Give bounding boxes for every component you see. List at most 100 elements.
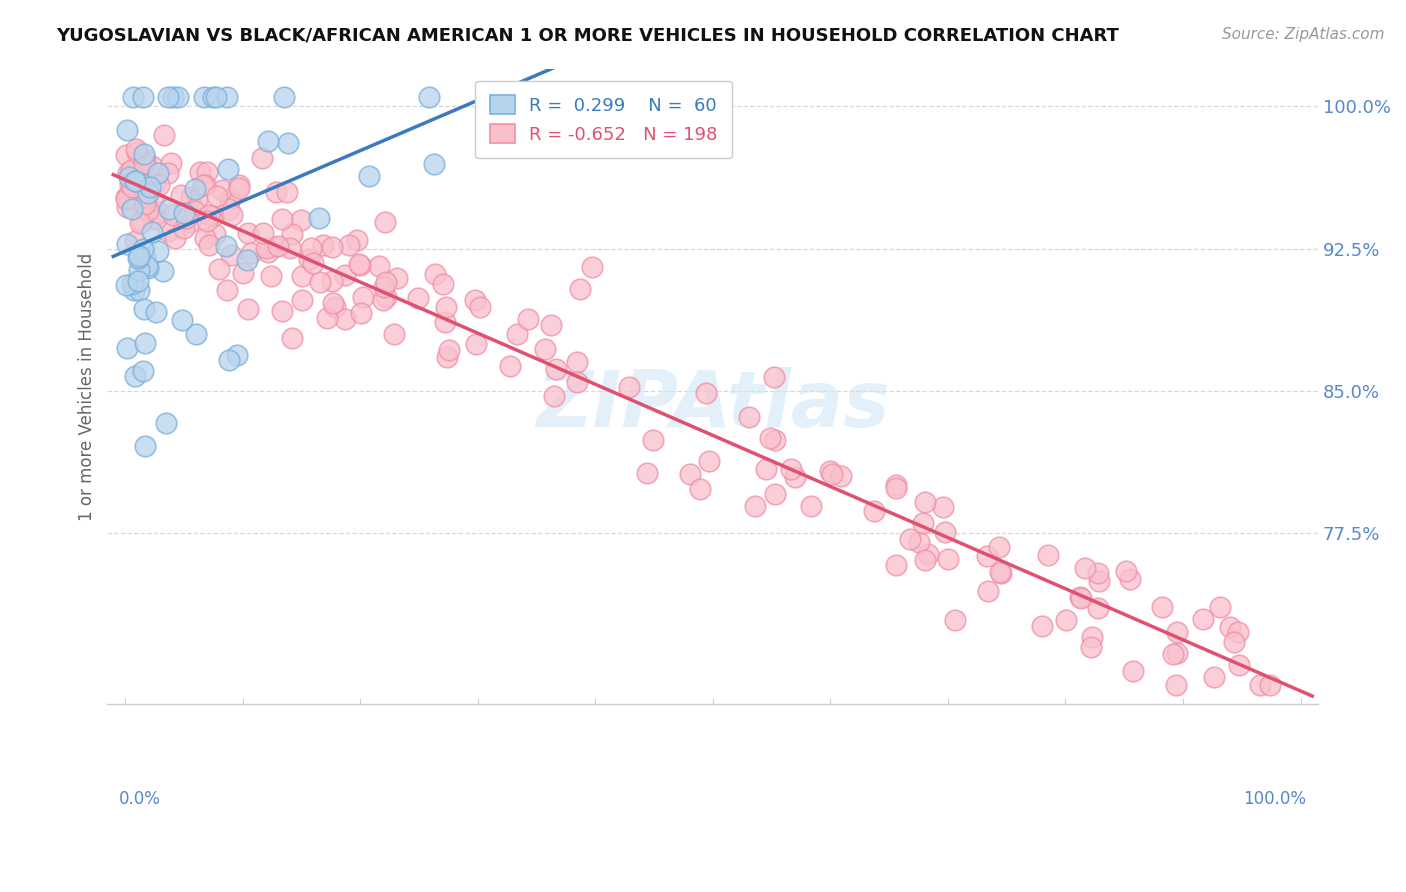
- Point: [418, 90, 440, 104]
- Point: [157, 165, 180, 179]
- Point: [202, 90, 225, 104]
- Point: [1036, 548, 1059, 562]
- Point: [139, 207, 162, 221]
- Point: [914, 553, 936, 567]
- Point: [1054, 613, 1077, 627]
- Point: [256, 134, 278, 148]
- Legend: R =  0.299    N =  60, R = -0.652   N = 198: R = 0.299 N = 60, R = -0.652 N = 198: [475, 81, 733, 158]
- Point: [406, 291, 429, 305]
- Point: [375, 290, 398, 304]
- Point: [260, 268, 283, 283]
- Point: [321, 274, 343, 288]
- Point: [1080, 640, 1102, 654]
- Point: [118, 189, 141, 203]
- Point: [738, 409, 761, 424]
- Point: [990, 565, 1012, 579]
- Point: [186, 192, 208, 206]
- Point: [884, 477, 907, 491]
- Point: [145, 212, 167, 227]
- Text: Source: ZipAtlas.com: Source: ZipAtlas.com: [1222, 27, 1385, 42]
- Point: [165, 231, 187, 245]
- Point: [125, 145, 148, 160]
- Point: [1122, 664, 1144, 678]
- Point: [257, 244, 280, 259]
- Point: [544, 361, 567, 376]
- Point: [115, 123, 138, 137]
- Point: [290, 212, 312, 227]
- Point: [382, 326, 405, 341]
- Point: [349, 258, 371, 272]
- Point: [333, 268, 356, 282]
- Point: [830, 468, 852, 483]
- Point: [506, 326, 529, 341]
- Point: [309, 275, 332, 289]
- Point: [695, 386, 717, 401]
- Point: [127, 251, 149, 265]
- Point: [387, 270, 409, 285]
- Point: [121, 277, 143, 291]
- Point: [215, 90, 238, 104]
- Point: [132, 90, 155, 104]
- Point: [193, 90, 215, 104]
- Point: [127, 274, 149, 288]
- Point: [160, 155, 183, 169]
- Point: [499, 359, 522, 374]
- Point: [1219, 620, 1241, 634]
- Point: [1202, 670, 1225, 684]
- Point: [208, 262, 231, 277]
- Point: [367, 259, 389, 273]
- Point: [179, 214, 201, 228]
- Point: [148, 244, 170, 259]
- Point: [129, 216, 152, 230]
- Point: [266, 238, 288, 252]
- Point: [818, 464, 841, 478]
- Point: [1166, 646, 1188, 660]
- Point: [1209, 600, 1232, 615]
- Point: [219, 248, 242, 262]
- Point: [900, 532, 922, 546]
- Point: [863, 504, 886, 518]
- Point: [134, 336, 156, 351]
- Point: [153, 128, 176, 142]
- Point: [884, 558, 907, 572]
- Point: [1081, 630, 1104, 644]
- Point: [143, 177, 166, 191]
- Point: [907, 535, 929, 549]
- Point: [1227, 624, 1250, 639]
- Point: [211, 183, 233, 197]
- Point: [239, 245, 262, 260]
- Point: [135, 259, 157, 273]
- Point: [118, 178, 141, 192]
- Text: 0.0%: 0.0%: [120, 789, 162, 807]
- Point: [1191, 612, 1213, 626]
- Point: [534, 342, 557, 356]
- Point: [117, 166, 139, 180]
- Point: [1087, 566, 1109, 581]
- Point: [134, 439, 156, 453]
- Point: [131, 214, 153, 228]
- Point: [236, 301, 259, 316]
- Point: [115, 190, 138, 204]
- Point: [162, 208, 184, 222]
- Point: [190, 165, 212, 179]
- Point: [540, 318, 562, 332]
- Point: [184, 204, 207, 219]
- Point: [1119, 572, 1142, 586]
- Point: [250, 151, 273, 165]
- Point: [763, 433, 786, 447]
- Point: [350, 306, 373, 320]
- Point: [142, 193, 165, 207]
- Point: [252, 226, 274, 240]
- Point: [174, 211, 197, 226]
- Point: [373, 280, 395, 294]
- Point: [976, 549, 998, 563]
- Point: [135, 190, 157, 204]
- Point: [162, 90, 184, 104]
- Point: [636, 466, 658, 480]
- Point: [987, 540, 1010, 554]
- Point: [337, 237, 360, 252]
- Point: [117, 237, 139, 252]
- Point: [433, 315, 456, 329]
- Point: [221, 208, 243, 222]
- Point: [271, 212, 294, 227]
